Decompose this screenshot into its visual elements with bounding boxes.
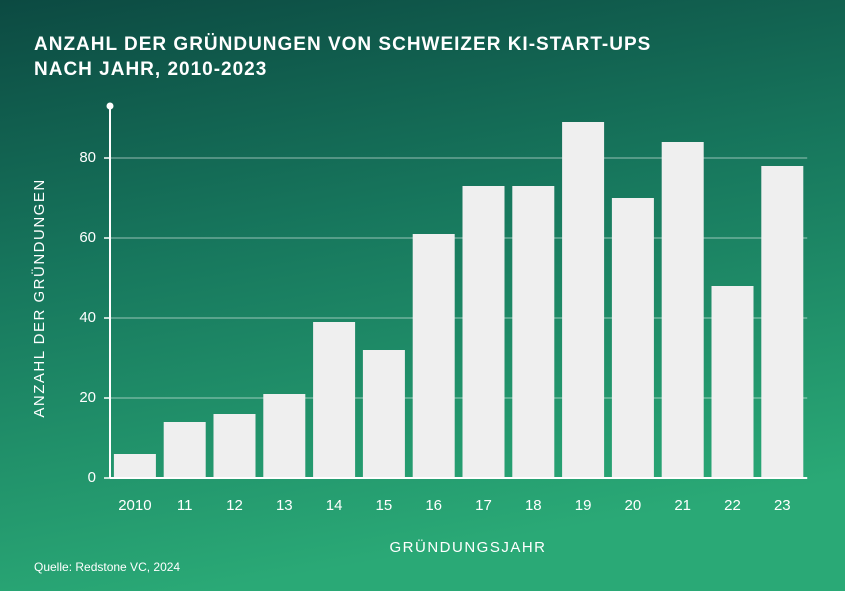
y-tick-label: 60 — [79, 229, 96, 246]
x-tick-label: 2010 — [118, 497, 151, 514]
x-tick-label: 13 — [276, 497, 293, 514]
y-tick-label: 20 — [79, 389, 96, 406]
bar — [512, 186, 555, 478]
bar — [163, 422, 206, 478]
bar — [562, 122, 605, 478]
bar — [611, 198, 654, 478]
y-tick-label: 0 — [88, 469, 96, 486]
x-tick-label: 17 — [475, 497, 492, 514]
y-axis-end — [106, 102, 114, 110]
y-tick-label: 40 — [79, 309, 96, 326]
bar — [412, 234, 455, 478]
x-tick-label: 22 — [724, 497, 741, 514]
x-tick-label: 18 — [525, 497, 542, 514]
x-tick-label: 19 — [575, 497, 592, 514]
y-tick-label: 80 — [79, 149, 96, 166]
bar — [113, 454, 156, 478]
bar — [761, 166, 804, 478]
x-tick-label: 14 — [326, 497, 343, 514]
x-tick-label: 15 — [376, 497, 393, 514]
source: Quelle: Redstone VC, 2024 — [34, 560, 180, 574]
bar — [213, 414, 256, 478]
x-tick-label: 23 — [774, 497, 791, 514]
bar — [711, 286, 754, 478]
x-tick-label: 21 — [674, 497, 691, 514]
x-tick-label: 16 — [425, 497, 442, 514]
bar — [313, 322, 356, 478]
x-tick-label: 20 — [625, 497, 642, 514]
bar — [661, 142, 704, 478]
chart-title: NACH JAHR, 2010-2023 — [34, 59, 267, 80]
bar — [263, 394, 306, 478]
bar — [362, 350, 405, 478]
y-axis-label: ANZAHL DER GRÜNDUNGEN — [30, 178, 48, 417]
x-axis-label: GRÜNDUNGSJAHR — [389, 538, 546, 556]
bar — [462, 186, 505, 478]
chart-title: ANZAHL DER GRÜNDUNGEN VON SCHWEIZER KI-S… — [34, 34, 651, 55]
x-tick-label: 12 — [226, 497, 243, 514]
x-tick-label: 11 — [177, 497, 193, 514]
